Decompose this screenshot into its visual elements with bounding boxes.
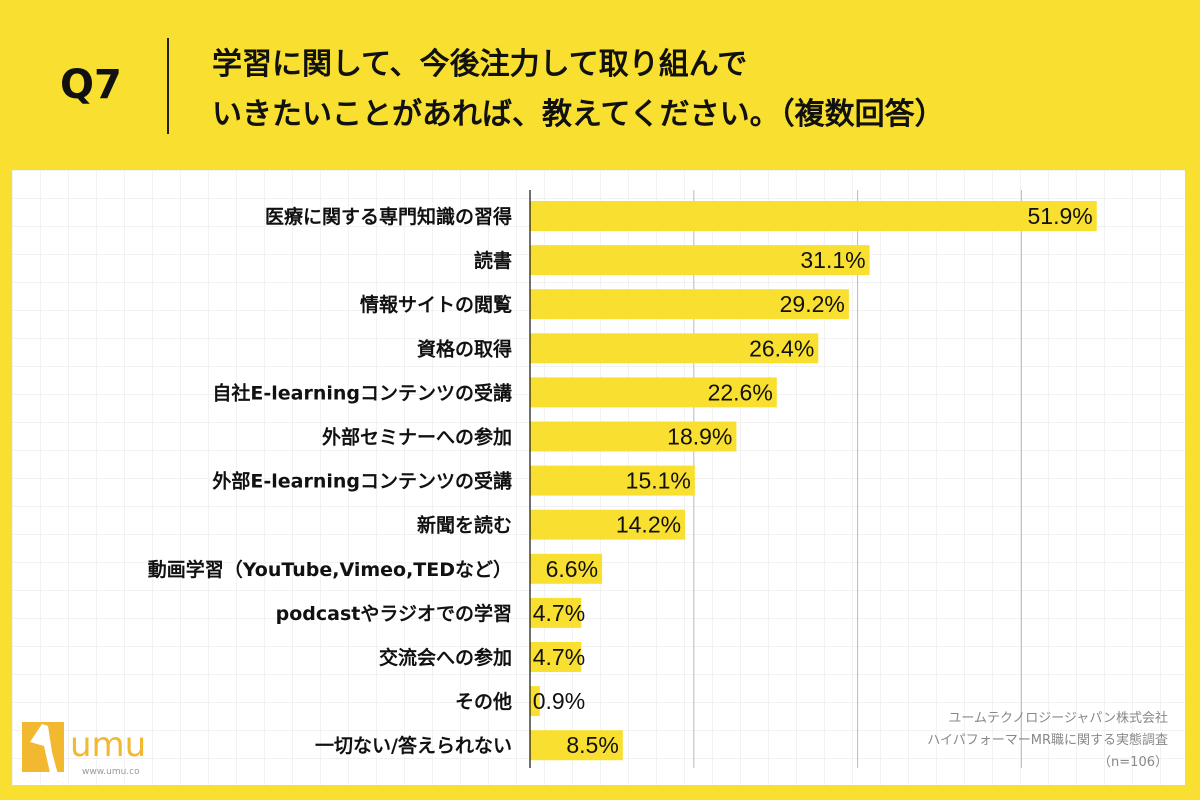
- data-label: 8.5%: [566, 732, 618, 758]
- bar: [530, 421, 737, 452]
- umu-logo: umu www.umu.co: [22, 712, 162, 786]
- data-label: 4.7%: [533, 600, 585, 626]
- source-survey: ハイパフォーマーMR職に関する実態調査: [927, 733, 1168, 748]
- data-label: 51.9%: [1028, 203, 1093, 229]
- data-label: 6.6%: [546, 556, 598, 582]
- data-label: 18.9%: [667, 424, 732, 450]
- source-note: ユームテクノロジージャパン株式会社 ハイパフォーマーMR職に関する実態調査 （n…: [927, 708, 1168, 774]
- data-label: 15.1%: [626, 468, 691, 494]
- bar: [530, 465, 695, 496]
- header-divider: [167, 38, 169, 134]
- bar: [530, 289, 849, 320]
- svg-text:umu: umu: [70, 725, 146, 765]
- data-label: 31.1%: [800, 247, 865, 273]
- category-label: 情報サイトの閲覧: [360, 293, 512, 316]
- bar: [530, 730, 623, 761]
- bar: [530, 642, 582, 672]
- bar: [530, 201, 1097, 231]
- bar: [530, 597, 582, 628]
- question-number: Q7: [60, 62, 122, 108]
- bar: [530, 377, 777, 408]
- category-label: 資格の取得: [417, 337, 512, 360]
- category-label: 医療に関する専門知識の習得: [265, 205, 512, 228]
- data-label: 26.4%: [749, 335, 814, 361]
- data-label: 14.2%: [616, 512, 681, 538]
- bar: [530, 245, 870, 276]
- bar: [530, 509, 686, 540]
- data-label: 4.7%: [533, 644, 585, 670]
- category-label: podcastやラジオでの学習: [276, 602, 512, 625]
- category-label: 一切ない/答えられない: [315, 734, 512, 757]
- data-label: 22.6%: [708, 379, 773, 405]
- category-label: 自社E-learningコンテンツの受講: [212, 381, 512, 404]
- data-label: 0.9%: [533, 688, 585, 714]
- source-company: ユームテクノロジージャパン株式会社: [948, 711, 1168, 726]
- source-n: （n=106）: [1098, 755, 1168, 770]
- category-label: 読書: [474, 249, 512, 272]
- category-label: 外部E-learningコンテンツの受講: [212, 470, 512, 493]
- bar: [530, 686, 540, 717]
- logo-url: www.umu.co: [82, 767, 140, 777]
- page-title: 学習に関して、今後注力して取り組んで いきたいことがあれば、教えてください。（複…: [212, 47, 945, 132]
- bar: [530, 553, 603, 584]
- bar: [530, 333, 819, 364]
- category-label: その他: [455, 690, 512, 713]
- category-label: 交流会への参加: [379, 646, 512, 669]
- category-label: 外部セミナーへの参加: [322, 426, 512, 449]
- category-label: 動画学習（YouTube,Vimeo,TEDなど）: [148, 558, 512, 581]
- category-label: 新聞を読む: [417, 514, 512, 537]
- data-label: 29.2%: [780, 291, 845, 317]
- giraffe-logo-icon: umu www.umu.co: [22, 722, 146, 782]
